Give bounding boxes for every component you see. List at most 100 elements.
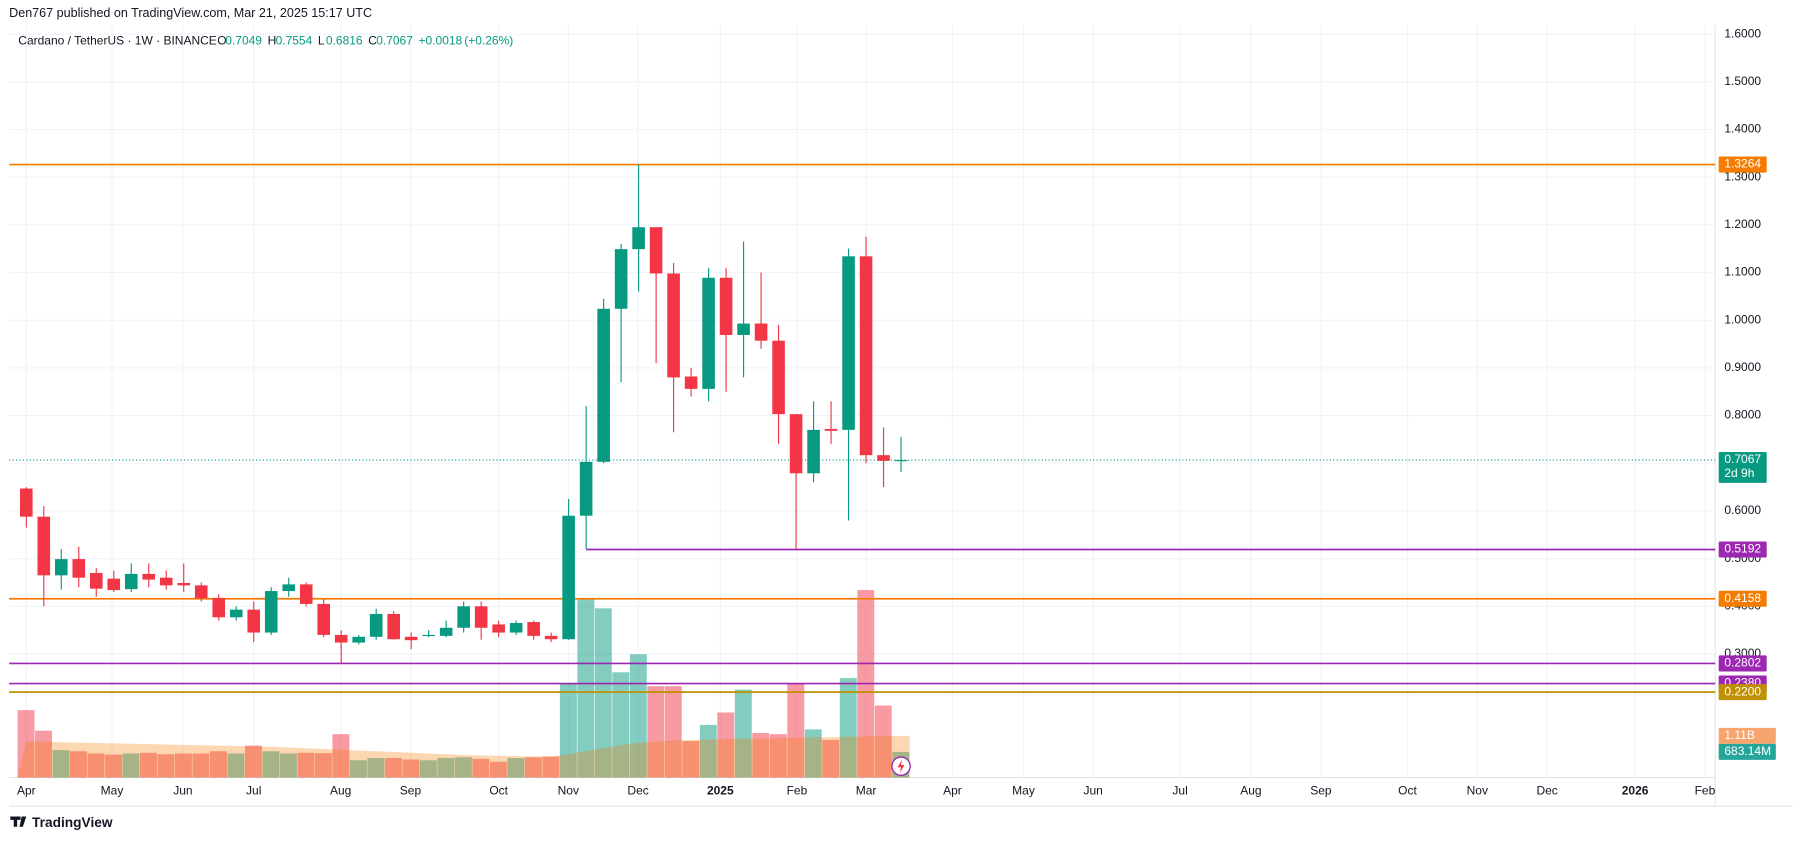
volume-bar: [279, 753, 297, 778]
candle-body: [684, 376, 698, 389]
y-tick-label: 1.4000: [1724, 122, 1761, 136]
x-tick-label: Nov: [558, 783, 579, 797]
candle-body: [369, 613, 383, 637]
volume-bar: [419, 760, 437, 778]
volume-bar: [507, 758, 525, 778]
x-tick-label: Sep: [1310, 783, 1332, 797]
volume-bar: [192, 753, 210, 778]
volume-bar: [70, 751, 87, 778]
volume-bar: [559, 683, 577, 778]
volume-bar: [437, 758, 455, 778]
volume-ma-area: [17, 735, 910, 778]
candle-body: [194, 585, 208, 599]
x-tick-label: Oct: [489, 783, 508, 797]
candle-body: [124, 573, 138, 590]
candle-body: [509, 623, 523, 633]
volume-bar: [244, 745, 262, 778]
volume-bar: [297, 752, 315, 778]
volume-bar: [384, 758, 402, 778]
volume-bar: [682, 741, 700, 778]
x-tick-label: Jun: [173, 783, 192, 797]
y-tick-label: 1.3000: [1724, 169, 1761, 183]
volume-bar: [804, 729, 822, 778]
countdown-label: 2d 9h: [1724, 466, 1754, 480]
candle-body: [719, 277, 733, 335]
candle-body: [842, 256, 855, 430]
candle-body: [474, 606, 488, 628]
volume-label-box: [1718, 727, 1776, 744]
change: +0.0018: [419, 33, 463, 47]
volume-bar: [402, 759, 420, 778]
level-label-box: [1718, 156, 1767, 173]
volume-bar: [367, 758, 385, 778]
candle-body: [789, 414, 803, 474]
volume-bar: [787, 683, 805, 778]
candle-body: [159, 577, 173, 586]
volume-bar: [629, 654, 647, 778]
volume-bar: [105, 754, 122, 778]
x-tick-label: Sep: [400, 783, 422, 797]
volume-bar: [717, 712, 735, 778]
logo[interactable]: TradingView: [32, 815, 113, 830]
volume-bar: [489, 761, 507, 778]
x-tick-label: May: [1012, 783, 1035, 797]
candle-body: [597, 308, 610, 462]
volume-label: 1.11B: [1724, 728, 1754, 742]
candle-body: [807, 429, 820, 474]
volume-bar: [332, 734, 350, 778]
x-tick-label: Jul: [1172, 783, 1187, 797]
volume-bar: [262, 751, 280, 778]
volume-label: 683.14M: [1724, 744, 1771, 758]
candle-body: [649, 227, 663, 274]
volume-bar: [35, 730, 52, 778]
volume-bar: [752, 733, 770, 778]
candle-body: [579, 461, 593, 516]
ohlc-letter: C: [368, 33, 377, 47]
volume-bar: [209, 751, 227, 778]
x-tick-label: Apr: [943, 783, 962, 797]
x-tick-label: Aug: [1240, 783, 1261, 797]
volume-bar: [664, 686, 682, 778]
candle-body: [422, 634, 435, 637]
level-label: 1.3264: [1724, 157, 1761, 171]
candle-body: [492, 624, 505, 633]
candle-body: [562, 515, 575, 640]
candle-body: [772, 340, 785, 415]
ohlc-value: 0.6816: [326, 33, 363, 47]
candle-body: [89, 572, 103, 589]
volume-bar: [314, 753, 332, 778]
candle-body: [737, 323, 750, 335]
volume-bar: [140, 752, 157, 778]
candle-body: [527, 622, 540, 636]
candle-body: [614, 249, 628, 309]
level-label-box: [1718, 541, 1767, 558]
ohlc-letter: H: [268, 33, 277, 47]
candle-body: [72, 559, 86, 578]
candle-body: [439, 627, 453, 636]
level-label: 0.2200: [1724, 684, 1761, 698]
y-tick-label: 1.0000: [1724, 312, 1761, 326]
volume-bar: [734, 689, 752, 778]
x-tick-label: Feb: [1695, 783, 1716, 797]
change-percent: (+0.26%): [464, 33, 513, 47]
y-tick-label: 0.9000: [1724, 360, 1761, 374]
level-label: 0.2802: [1724, 656, 1761, 670]
volume-bar: [227, 753, 245, 778]
volume-bar: [122, 753, 140, 778]
candle-body: [299, 584, 313, 604]
volume-bar: [612, 672, 630, 778]
volume-bar: [647, 686, 665, 778]
candle-body: [317, 603, 331, 635]
candle-body: [404, 636, 418, 641]
candle-body: [352, 636, 365, 643]
logo-icon: [10, 816, 27, 827]
candle-body: [667, 273, 680, 378]
candle-body: [894, 460, 908, 462]
candle-body: [387, 613, 400, 640]
candle-body: [702, 277, 715, 389]
x-tick-label: Aug: [330, 783, 351, 797]
y-tick-label: 1.2000: [1724, 217, 1761, 231]
plot: 0.30000.40000.50000.60000.70000.80000.90…: [9, 0, 1793, 807]
